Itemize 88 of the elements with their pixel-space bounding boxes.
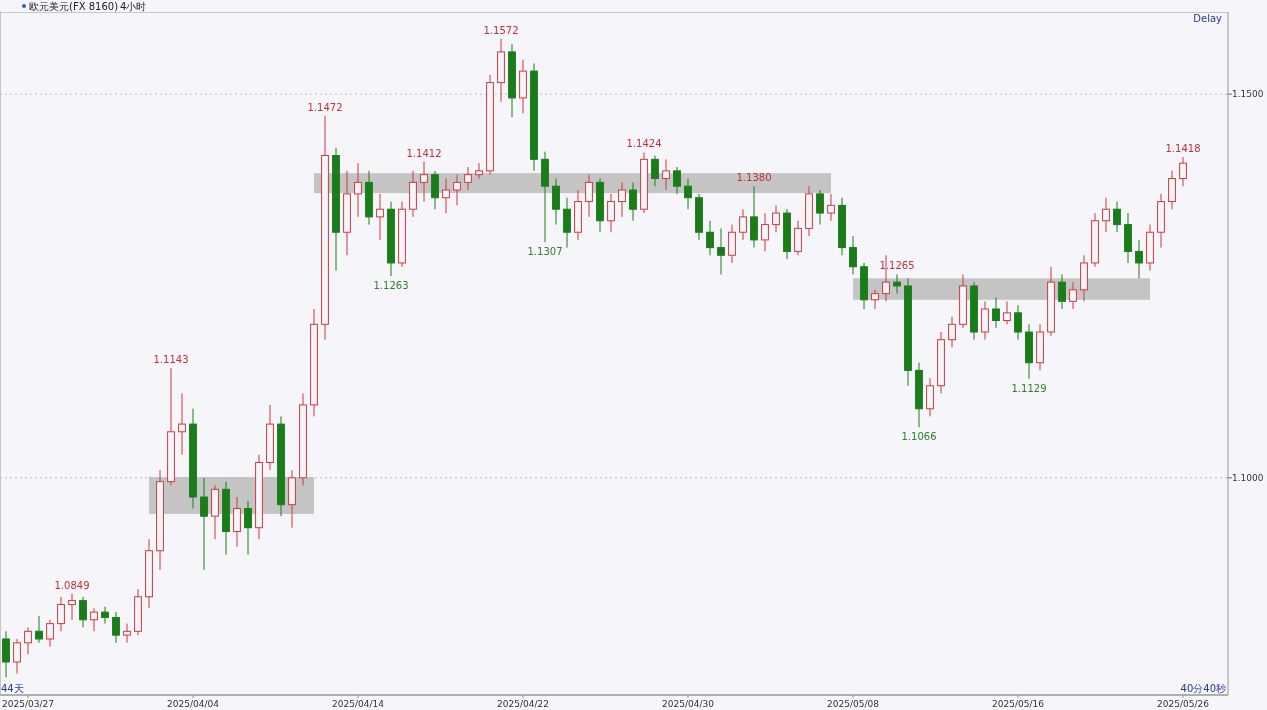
candlestick (893, 273, 901, 295)
candlestick (376, 193, 384, 241)
candlestick (1003, 300, 1011, 325)
x-tick-label: 2025/04/22 (497, 699, 549, 709)
annotation: 1.1418 (1165, 143, 1201, 155)
candlestick (1102, 197, 1110, 233)
candlestick (1058, 273, 1066, 310)
text: Delay (1193, 13, 1223, 24)
candlestick (101, 606, 109, 625)
candlestick (1014, 304, 1022, 341)
candlestick (79, 596, 87, 628)
candlestick (651, 155, 659, 187)
candlestick (68, 593, 76, 621)
candlestick (948, 316, 956, 348)
candlestick (772, 204, 780, 233)
candlestick (123, 623, 131, 644)
annotation: 1.1129 (1011, 382, 1047, 394)
y-tick-label: 1.1500 (1232, 89, 1264, 100)
candlestick (607, 193, 615, 233)
candlestick (1135, 239, 1143, 279)
annotation: 44天 (1, 683, 24, 694)
candlestick (662, 158, 670, 191)
annotation: 1.1412 (406, 147, 442, 159)
candlestick (739, 208, 747, 241)
candlestick (926, 377, 934, 417)
candlestick (1168, 170, 1176, 210)
annotation: 1.1472 (307, 101, 343, 113)
candlestick (1179, 156, 1187, 187)
candlestick (35, 615, 43, 644)
annotation: 1.1572 (483, 24, 519, 36)
candlestick (1113, 201, 1121, 233)
annotation: 1.0849 (54, 579, 90, 591)
candlestick (420, 161, 428, 203)
candlestick (354, 162, 362, 218)
candlestick (706, 220, 714, 256)
candlestick (431, 170, 439, 210)
candlestick (57, 596, 65, 632)
candlestick (1069, 281, 1077, 310)
y-tick-label: 1.1000 (1232, 472, 1264, 483)
candlestick (849, 235, 857, 275)
candlestick (178, 392, 186, 456)
x-tick-label: 2025/03/27 (2, 699, 54, 709)
candlestick (618, 181, 626, 218)
candlestick (750, 185, 758, 249)
candlestick (728, 224, 736, 264)
candlestick (992, 296, 1000, 329)
candlestick (2, 630, 10, 678)
candlestick (24, 626, 32, 655)
candlestick (794, 220, 802, 256)
candlestick (244, 500, 252, 556)
candlestick (112, 611, 120, 644)
candlestick (629, 181, 637, 222)
chart-title: 欧元美元(FX 8160) (29, 1, 119, 12)
x-tick-label: 2025/04/30 (662, 699, 715, 709)
candlestick (585, 174, 593, 218)
annotation: 1.1380 (736, 172, 772, 184)
x-tick-label: 2025/04/14 (332, 699, 385, 709)
candlestick (233, 496, 241, 548)
annotation: 1.1307 (527, 246, 563, 258)
candlestick (981, 300, 989, 341)
candlestick (453, 174, 461, 206)
candlestick (761, 212, 769, 252)
candlestick (442, 178, 450, 214)
chart-subtitle: 4小时 (120, 1, 147, 12)
candlestick (475, 162, 483, 180)
x-tick-label: 2025/04/04 (167, 699, 220, 709)
annotation: 1.1265 (879, 260, 915, 272)
candlestick (673, 166, 681, 195)
annotation: 1.1424 (626, 138, 662, 150)
candlestick (13, 638, 21, 675)
x-tick-label: 2025/05/26 (1157, 699, 1210, 709)
annotation: 40分40秒 (1180, 683, 1226, 694)
annotation: 1.1143 (153, 354, 189, 366)
annotation: 1.1066 (901, 431, 937, 443)
candlestick (563, 197, 571, 249)
annotation: 1.1263 (373, 279, 409, 291)
candlestick (684, 178, 692, 210)
x-tick-label: 2025/05/08 (827, 699, 880, 709)
candlestick (717, 227, 725, 275)
candlestick (90, 607, 98, 632)
candlestick (816, 189, 824, 226)
x-tick-label: 2025/05/16 (992, 699, 1045, 709)
candlestick (46, 619, 54, 648)
candlestick (200, 477, 208, 571)
candlestick (552, 178, 560, 226)
candlestick (871, 289, 879, 310)
candlestick (464, 166, 472, 191)
candlestick (827, 193, 835, 222)
